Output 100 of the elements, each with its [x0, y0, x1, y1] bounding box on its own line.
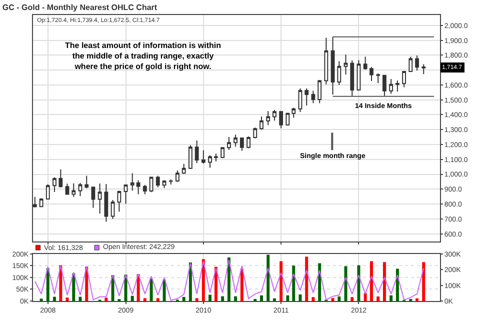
bar	[396, 268, 399, 301]
candlestick	[363, 56, 368, 70]
bar	[78, 296, 82, 301]
candlestick	[84, 175, 89, 189]
candlestick	[370, 66, 374, 82]
candlestick	[226, 136, 231, 150]
candlestick	[98, 183, 102, 214]
candlestick	[350, 60, 354, 97]
bar	[312, 297, 315, 301]
bar	[292, 266, 296, 301]
candlestick	[188, 144, 192, 170]
candlestick	[422, 64, 426, 75]
bar	[338, 296, 341, 301]
bar	[357, 265, 360, 301]
bar	[53, 296, 56, 301]
bar	[130, 296, 134, 301]
candlestick	[324, 37, 328, 85]
candlestick	[130, 172, 134, 192]
bar	[422, 262, 426, 301]
candlestick	[260, 116, 264, 130]
bar	[143, 298, 146, 301]
chart-title: GC - Gold - Monthly Nearest OHLC Chart	[2, 2, 158, 12]
candlestick	[91, 186, 96, 208]
candlestick	[311, 90, 316, 104]
bar	[150, 278, 153, 301]
candlestick	[214, 153, 218, 162]
bar	[162, 280, 166, 301]
bar	[208, 294, 212, 301]
candlestick	[376, 72, 380, 84]
candlestick	[246, 136, 250, 149]
candlestick	[266, 110, 270, 126]
candlestick	[389, 78, 394, 94]
bar	[376, 296, 380, 301]
candlestick	[253, 127, 258, 139]
bar	[104, 298, 108, 301]
candlestick	[142, 184, 147, 195]
candlestick	[194, 140, 199, 164]
candlestick	[78, 182, 82, 197]
candlestick	[408, 56, 413, 72]
candlestick	[58, 168, 63, 188]
candlestick	[124, 184, 128, 204]
candlestick	[168, 178, 173, 186]
candlestick	[72, 182, 76, 198]
candlestick	[382, 74, 386, 96]
candlestick	[220, 146, 225, 158]
candlestick	[279, 110, 284, 129]
bar	[266, 254, 270, 301]
candlestick	[156, 175, 160, 188]
line-series	[34, 259, 424, 301]
candlestick	[318, 80, 322, 104]
candlestick	[201, 150, 206, 164]
bar	[272, 298, 276, 301]
candlestick	[52, 176, 56, 192]
candlestick	[402, 70, 406, 88]
bar	[195, 298, 198, 301]
candlestick	[286, 112, 290, 126]
candlestick	[292, 107, 296, 118]
bar	[382, 262, 386, 301]
candlestick	[65, 183, 70, 196]
candlestick	[104, 183, 108, 222]
candlestick	[304, 88, 309, 106]
candlestick	[136, 180, 140, 195]
candlestick	[162, 180, 166, 188]
bar	[318, 263, 322, 301]
candlestick	[234, 134, 238, 148]
bar	[370, 261, 373, 301]
bar	[234, 296, 238, 301]
bar	[240, 268, 244, 301]
annotation: The least amount of information is within the middle of a trading range, exactly where the price of gold is right now.	[65, 41, 222, 71]
candlestick	[46, 184, 50, 200]
candlestick	[298, 88, 302, 113]
bar	[156, 298, 160, 301]
candlestick	[117, 190, 122, 212]
bar	[364, 293, 367, 301]
candlestick	[39, 198, 44, 208]
candlestick	[182, 163, 186, 174]
candlestick	[176, 170, 180, 182]
bar	[221, 296, 224, 301]
candlestick	[330, 36, 335, 96]
candlestick	[33, 196, 37, 208]
bar	[305, 256, 308, 301]
bar	[182, 296, 186, 301]
bar	[350, 297, 354, 301]
candlestick	[272, 109, 276, 122]
bar	[331, 298, 334, 301]
candlestick	[208, 154, 212, 168]
bar	[390, 295, 393, 301]
bar	[416, 298, 419, 301]
candlestick	[395, 80, 400, 92]
bar	[286, 295, 290, 301]
candlestick	[344, 54, 348, 76]
bar	[298, 294, 302, 301]
candlestick	[110, 200, 115, 220]
candlestick	[337, 60, 342, 86]
bar	[46, 268, 50, 301]
candlestick	[149, 176, 154, 193]
candlestick	[356, 60, 361, 91]
candlestick	[240, 137, 244, 152]
candlestick	[415, 54, 419, 72]
bar	[280, 261, 283, 301]
